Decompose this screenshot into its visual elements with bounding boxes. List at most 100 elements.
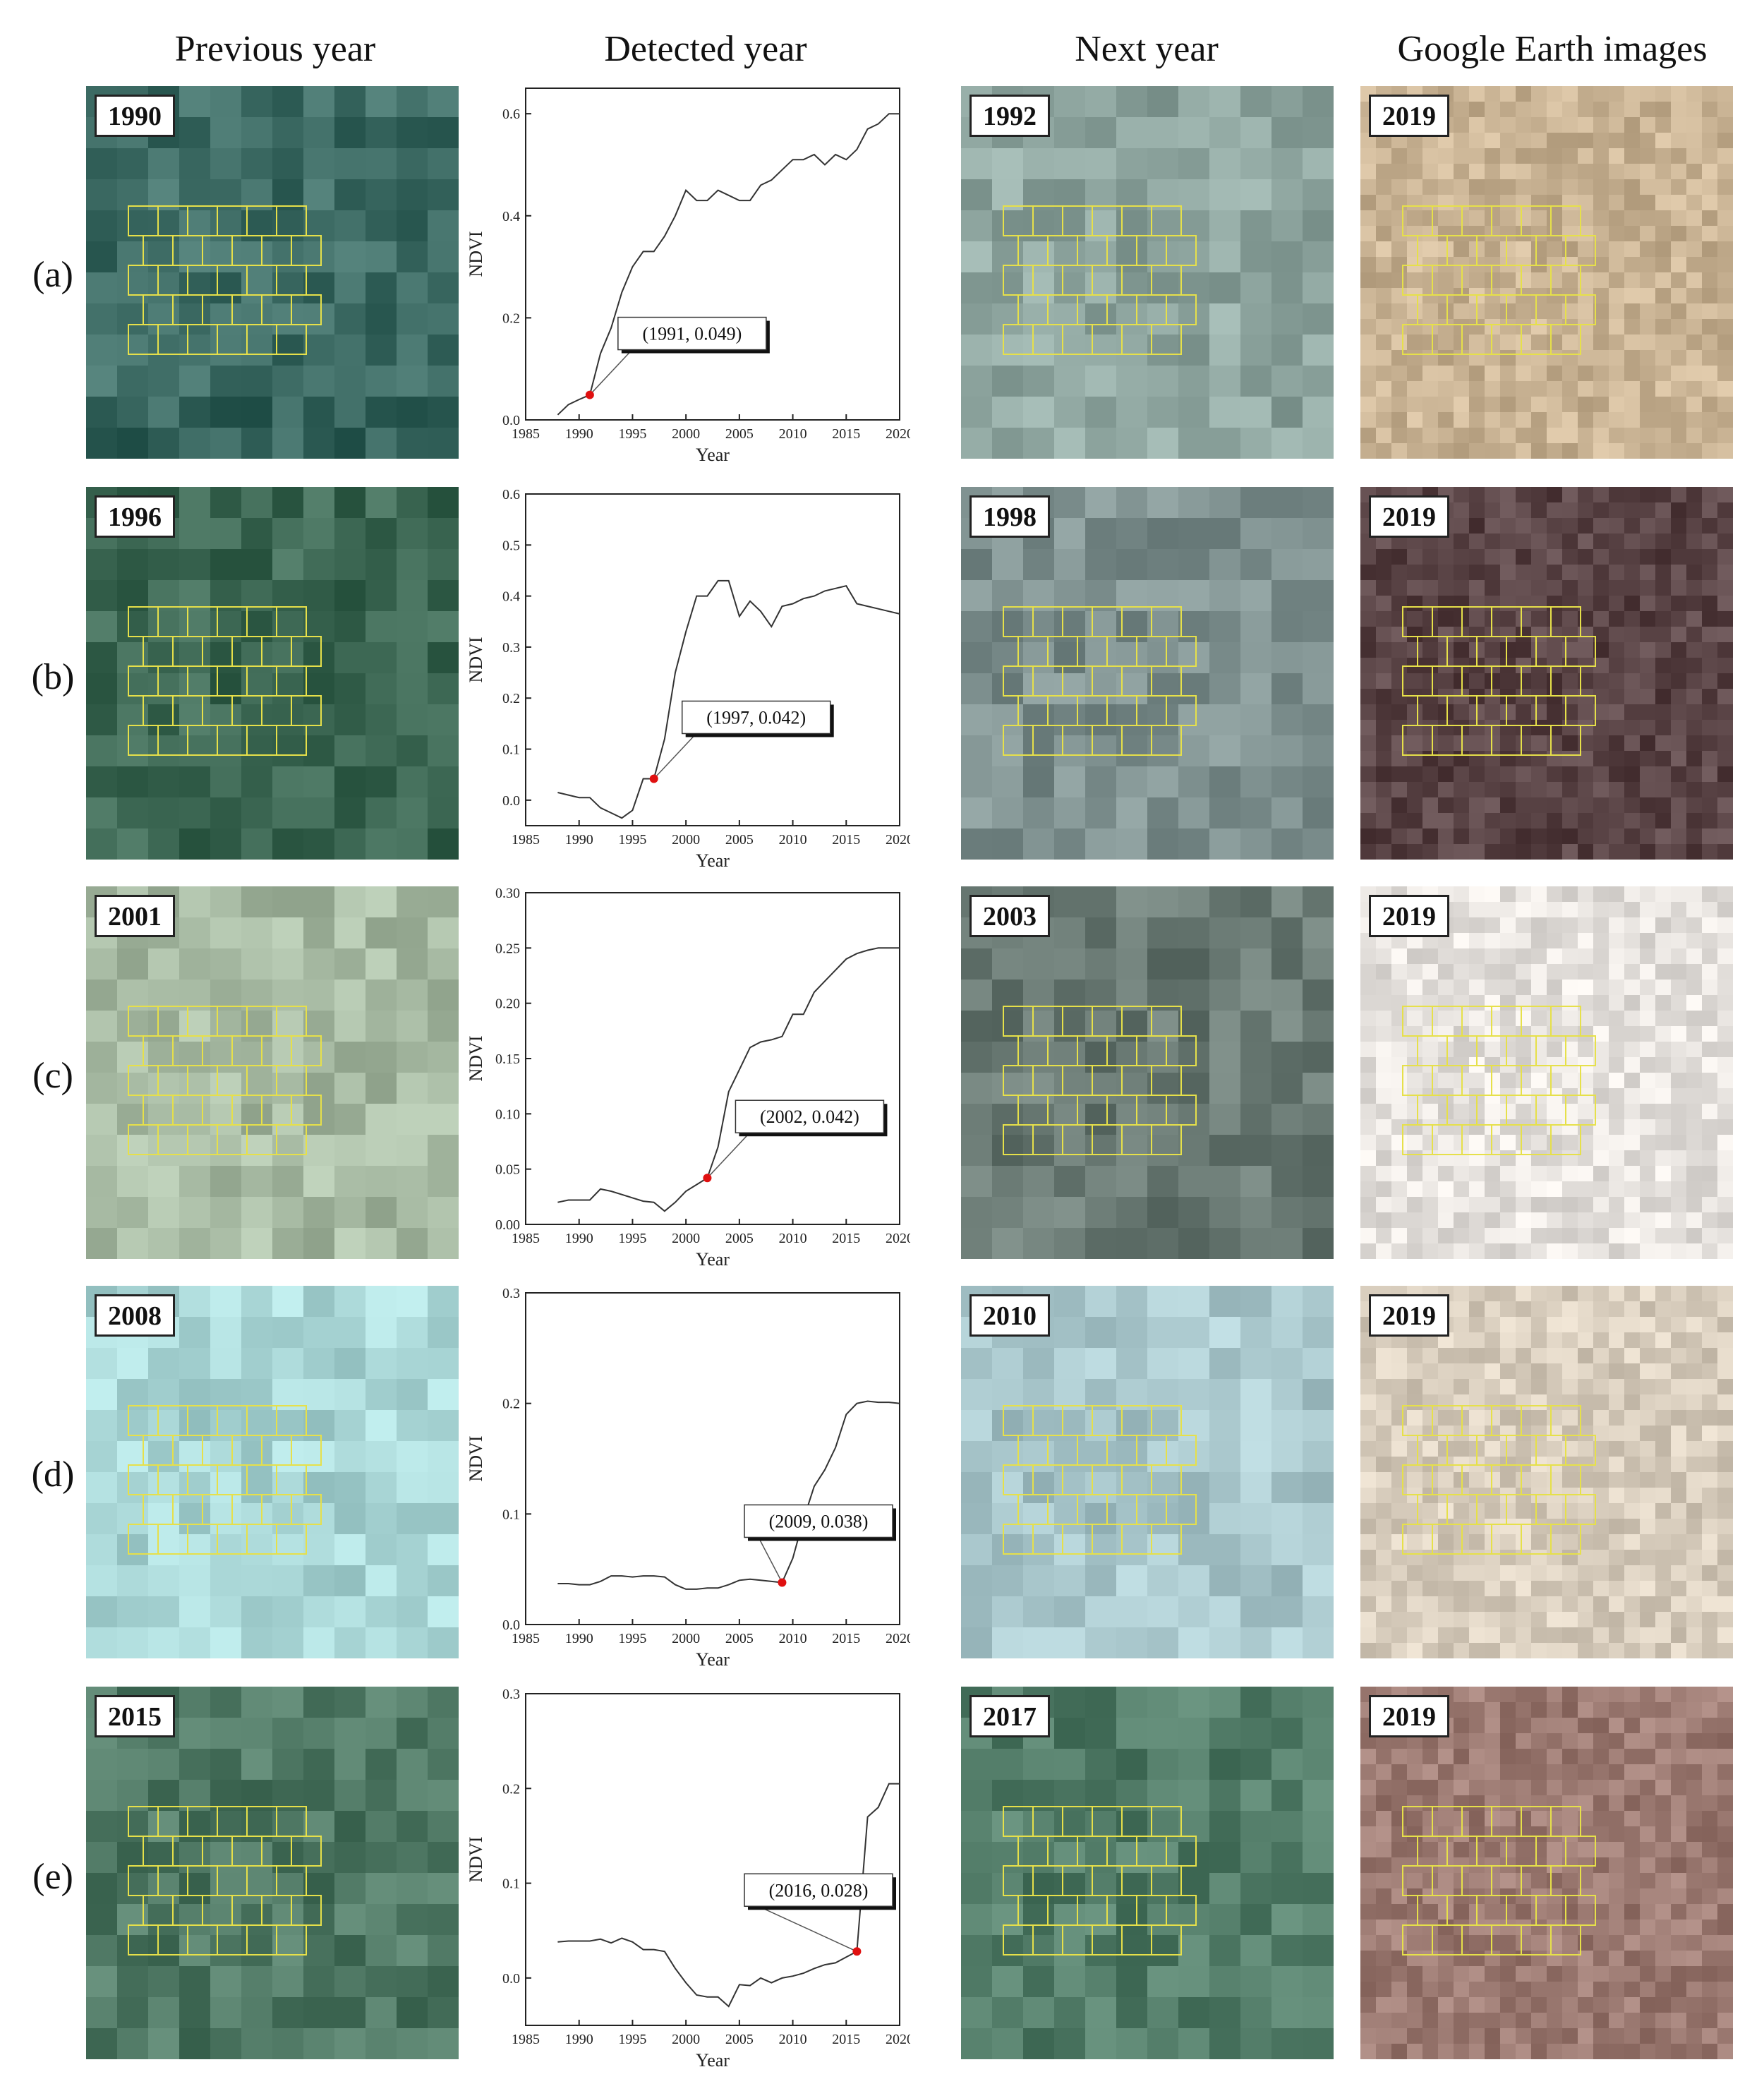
y-axis-label: NDVI: [466, 231, 486, 277]
x-tick-label: 2020: [886, 1631, 910, 1646]
x-tick-label: 2005: [725, 426, 754, 442]
satellite-image: [961, 1286, 1334, 1658]
year-label: 1998: [969, 495, 1050, 538]
year-label: 2019: [1369, 95, 1449, 137]
x-tick-label: 2020: [886, 2032, 910, 2047]
satellite-image: [961, 487, 1334, 860]
y-tick-label: 0.15: [495, 1051, 520, 1067]
x-tick-label: 1995: [618, 426, 646, 442]
image-next-c: 2003: [961, 886, 1334, 1259]
image-google-c: 2019: [1360, 886, 1733, 1259]
y-tick-label: 0.2: [502, 1781, 520, 1797]
x-tick-label: 2010: [779, 1231, 807, 1246]
image-google-a: 2019: [1360, 86, 1733, 459]
highlight-point: [703, 1174, 712, 1183]
y-axis-label: NDVI: [466, 1036, 486, 1082]
x-tick-label: 1985: [512, 1231, 540, 1246]
header-detected-year: Detected year: [604, 29, 807, 69]
x-tick-label: 1985: [512, 832, 540, 848]
y-tick-label: 0.2: [502, 311, 520, 326]
callout-label: (2016, 0.028): [769, 1880, 869, 1900]
x-tick-label: 2000: [672, 2032, 700, 2047]
ndvi-chart-c: 1985 1990 1995 2000 2005 2010 2015 2020 0.00 0.05…: [459, 879, 914, 1274]
x-tick-label: 2015: [832, 2032, 860, 2047]
year-label: 1992: [969, 95, 1050, 137]
image-previous-c: 2001: [86, 886, 459, 1259]
year-label: 2019: [1369, 895, 1449, 937]
x-tick-label: 2015: [832, 1231, 860, 1246]
x-tick-label: 1990: [565, 1631, 593, 1646]
x-tick-label: 1995: [618, 832, 646, 848]
y-tick-label: 0.3: [502, 1687, 520, 1702]
ndvi-line-chart: 1985 1990 1995 2000 2005 2010 2015 2020 0.0 0.1 0.…: [466, 1286, 914, 1670]
satellite-image: [961, 86, 1334, 459]
year-label: 2017: [969, 1695, 1050, 1737]
ndvi-line-chart: 1985 1990 1995 2000 2005 2010 2015 2020 0.0 0.2 0.…: [466, 88, 914, 465]
callout-leader: [706, 1132, 750, 1179]
x-tick-label: 2010: [779, 832, 807, 848]
y-tick-label: 0.0: [502, 1971, 520, 1987]
image-next-d: 2010: [961, 1286, 1334, 1658]
x-tick-label: 2010: [779, 2032, 807, 2047]
callout-box: [744, 1873, 893, 1908]
image-previous-a: 1990: [86, 86, 459, 459]
x-tick-label: 2010: [779, 1631, 807, 1646]
x-tick-label: 2000: [672, 832, 700, 848]
y-tick-label: 0.0: [502, 413, 520, 428]
plot-frame: [525, 892, 900, 1225]
y-tick-label: 0.4: [502, 209, 520, 224]
y-tick-label: 0.2: [502, 691, 520, 706]
satellite-image: [86, 1286, 459, 1658]
x-tick-label: 2005: [725, 2032, 754, 2047]
ndvi-chart-e: 1985 1990 1995 2000 2005 2010 2015 2020 0.0 0.1 0.…: [459, 1680, 914, 2075]
callout-label: (1991, 0.049): [642, 324, 742, 344]
satellite-image: [1360, 1687, 1733, 2059]
ndvi-series-line: [557, 1400, 900, 1590]
y-tick-label: 0.30: [495, 886, 520, 901]
x-tick-label: 1995: [618, 2032, 646, 2047]
y-tick-label: 0.2: [502, 1397, 520, 1412]
y-tick-label: 0.5: [502, 538, 520, 553]
highlight-point: [852, 1947, 862, 1956]
ndvi-line-chart: 1985 1990 1995 2000 2005 2010 2015 2020 0.00 0.05…: [466, 886, 914, 1270]
y-tick-label: 0.3: [502, 1286, 520, 1301]
y-tick-label: 0.25: [495, 941, 520, 956]
x-tick-label: 2020: [886, 832, 910, 848]
row-label-a: (a): [32, 255, 73, 295]
callout-leader: [758, 1537, 783, 1583]
x-axis-label: Year: [696, 1249, 730, 1270]
satellite-image: [86, 1687, 459, 2059]
x-tick-label: 2000: [672, 426, 700, 442]
highlight-point: [649, 774, 658, 783]
x-tick-label: 2015: [832, 832, 860, 848]
x-tick-label: 2010: [779, 426, 807, 442]
year-label: 1990: [95, 95, 175, 137]
x-tick-label: 2000: [672, 1231, 700, 1246]
y-tick-label: 0.6: [502, 487, 520, 502]
year-label: 2015: [95, 1695, 175, 1737]
year-label: 2019: [1369, 495, 1449, 538]
x-tick-label: 1985: [512, 2032, 540, 2047]
x-tick-label: 2000: [672, 1631, 700, 1646]
x-tick-label: 2015: [832, 426, 860, 442]
y-tick-label: 0.00: [495, 1217, 520, 1233]
callout-leader: [758, 1905, 857, 1952]
x-tick-label: 1990: [565, 832, 593, 848]
y-tick-label: 0.0: [502, 1617, 520, 1633]
highlight-point: [778, 1578, 787, 1587]
satellite-image: [86, 487, 459, 860]
ndvi-chart-b: 1985 1990 1995 2000 2005 2010 2015 2020 0.0 0.1 0.…: [459, 480, 914, 875]
callout-leader: [653, 733, 697, 779]
satellite-image: [961, 886, 1334, 1259]
ndvi-line-chart: 1985 1990 1995 2000 2005 2010 2015 2020 0.0 0.1 0.…: [466, 1687, 914, 2071]
satellite-image: [86, 886, 459, 1259]
year-label: 2010: [969, 1294, 1050, 1337]
image-google-d: 2019: [1360, 1286, 1733, 1658]
y-tick-label: 0.05: [495, 1162, 520, 1178]
ndvi-series-line: [557, 1783, 900, 2008]
x-tick-label: 2015: [832, 1631, 860, 1646]
satellite-image: [86, 86, 459, 459]
y-tick-label: 0.10: [495, 1107, 520, 1122]
x-tick-label: 1990: [565, 1231, 593, 1246]
x-tick-label: 2005: [725, 1631, 754, 1646]
